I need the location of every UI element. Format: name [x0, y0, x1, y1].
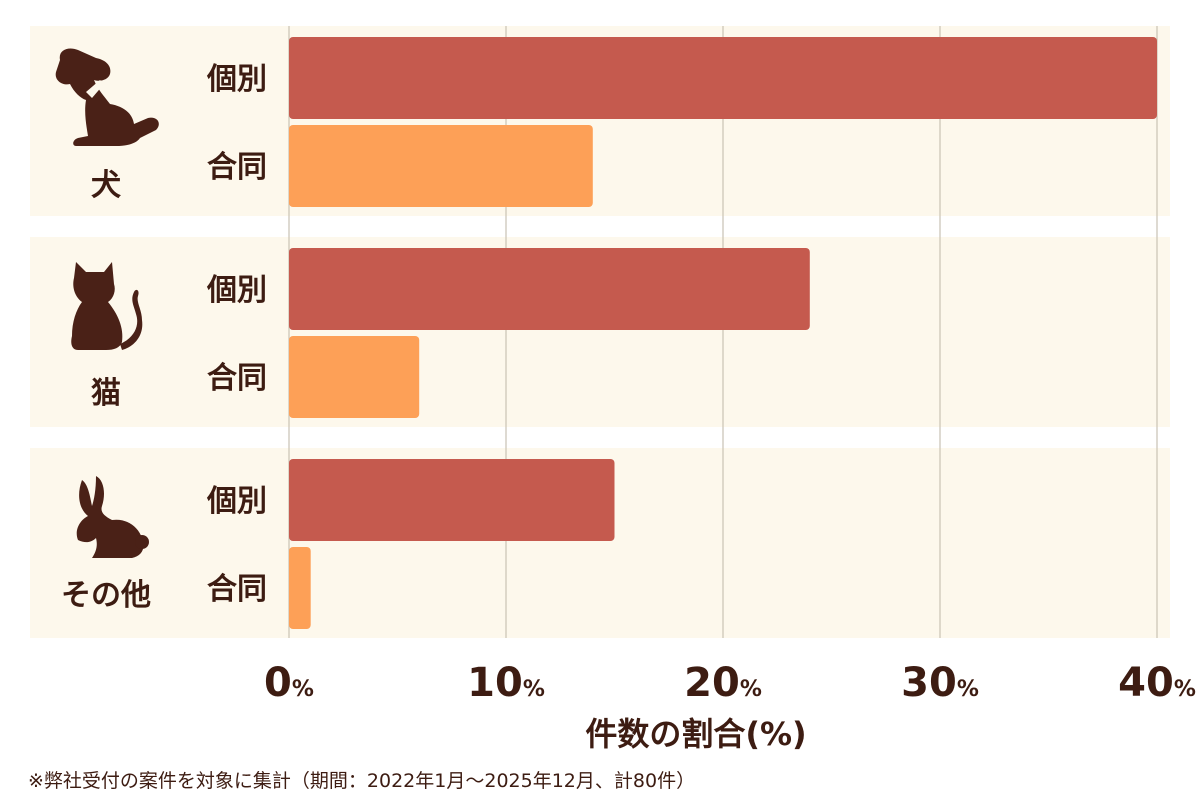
dog-icon — [55, 48, 159, 146]
footnote: ※弊社受付の案件を対象に集計（期間：2022年1月～2025年12月、計80件） — [28, 770, 696, 792]
xtick-label-4: 40% — [1118, 660, 1196, 706]
bar-3-1 — [289, 459, 615, 541]
row-label-3-1: 個別 — [206, 484, 267, 519]
row-label-1-1: 個別 — [206, 62, 267, 97]
group-label-1: 犬 — [91, 168, 121, 203]
row-label-2-2: 合同 — [207, 361, 267, 396]
xtick-label-0: 0% — [264, 660, 314, 706]
row-label-1-2: 合同 — [207, 150, 267, 185]
bar-2-2 — [289, 336, 420, 418]
x-axis-title: 件数の割合(%) — [585, 715, 806, 753]
cat-icon — [71, 262, 143, 350]
bar-1-1 — [289, 37, 1157, 119]
xtick-label-2: 20% — [684, 660, 762, 706]
row-label-3-2: 合同 — [207, 572, 267, 607]
rabbit-icon — [76, 476, 149, 558]
bar-3-2 — [289, 547, 311, 629]
bar-2-1 — [289, 248, 810, 330]
bar-1-2 — [289, 125, 593, 207]
row-label-2-1: 個別 — [206, 273, 267, 308]
xtick-label-3: 30% — [901, 660, 979, 706]
xtick-label-1: 10% — [467, 660, 545, 706]
group-label-3: その他 — [61, 578, 151, 613]
group-label-2: 猫 — [91, 376, 121, 411]
